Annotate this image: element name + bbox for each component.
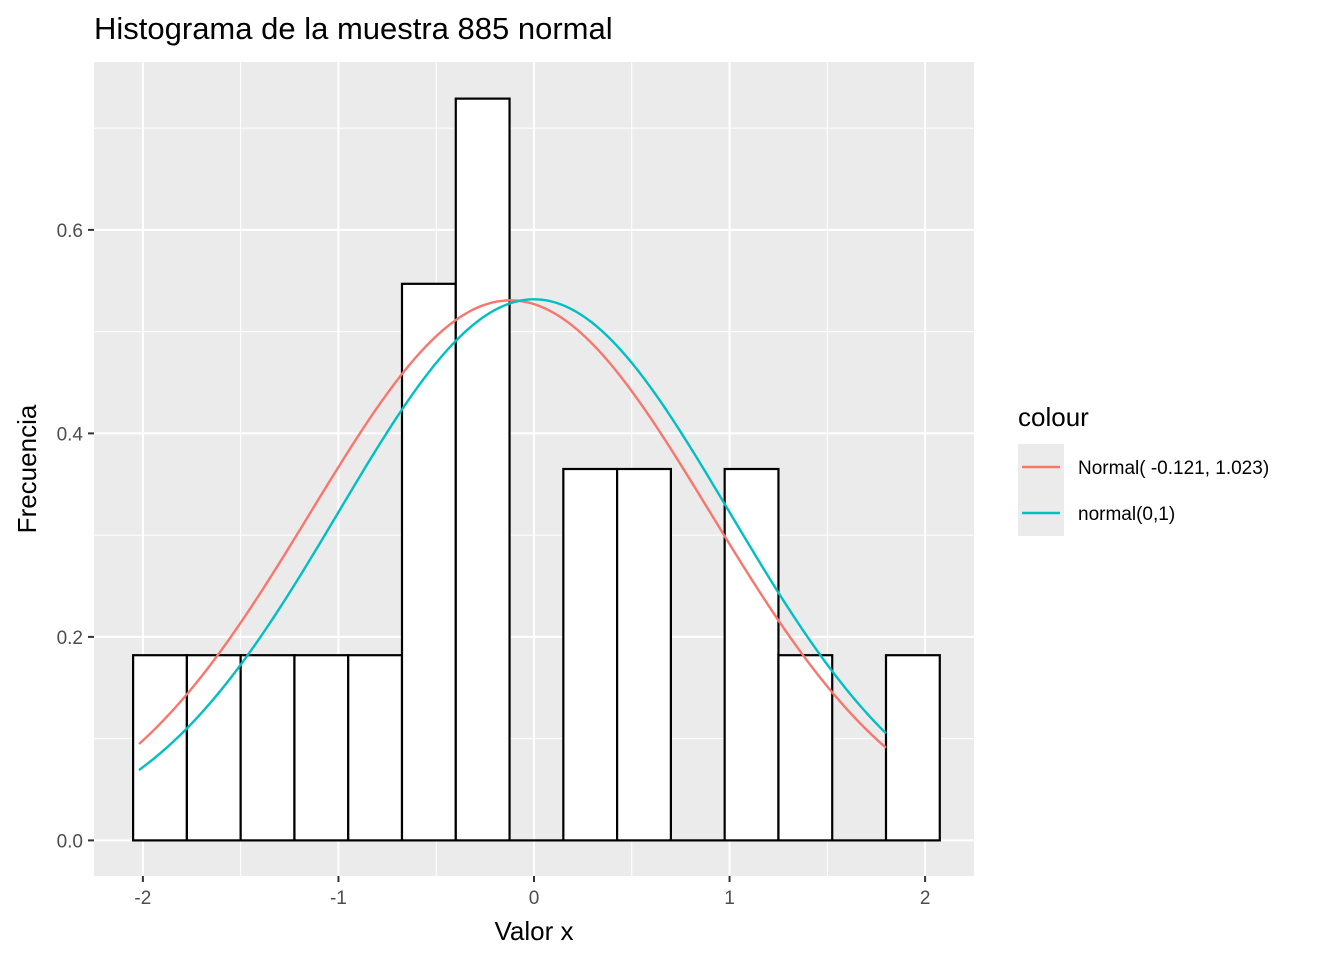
x-axis-title: Valor x: [495, 916, 574, 946]
density-curves: [138, 298, 887, 772]
histogram-bar: [723, 467, 780, 842]
legend-label-normal-standard: normal(0,1): [1078, 504, 1175, 525]
legend-title: colour: [1018, 402, 1089, 432]
histogram-bar: [884, 654, 941, 842]
x-axis-ticks: -2 -1 0 1 2: [134, 876, 930, 909]
histogram-bar: [454, 97, 511, 842]
density-curve-1: [138, 298, 887, 772]
y-axis-title: Frecuencia: [12, 404, 42, 533]
histogram-bar: [777, 654, 834, 842]
x-tick-label: -2: [134, 888, 151, 909]
histogram-bar: [616, 467, 672, 842]
legend: colour Normal( -0.121, 1.023) normal(0,1…: [1018, 402, 1269, 536]
y-tick-label: 0.0: [57, 831, 83, 852]
x-tick-label: 0: [529, 888, 540, 909]
histogram-bars: [132, 97, 941, 842]
histogram-bar: [562, 467, 619, 842]
y-tick-label: 0.2: [57, 628, 83, 649]
histogram-bar: [185, 654, 242, 842]
x-tick-label: 1: [724, 888, 735, 909]
density-curve-0: [138, 299, 887, 749]
legend-label-normal-fitted: Normal( -0.121, 1.023): [1078, 458, 1269, 479]
x-tick-label: -1: [330, 888, 347, 909]
histogram-bar: [132, 654, 188, 842]
histogram-bar: [293, 654, 350, 842]
histogram-bar: [400, 282, 457, 842]
y-tick-label: 0.6: [57, 221, 83, 242]
y-axis-ticks: 0.0 0.2 0.4 0.6: [57, 221, 94, 852]
histogram-bar: [239, 654, 296, 842]
y-tick-label: 0.4: [57, 424, 84, 445]
x-tick-label: 2: [920, 888, 931, 909]
chart-title: Histograma de la muestra 885 normal: [94, 11, 613, 46]
legend-key-background: [1018, 444, 1064, 536]
histogram-bar: [347, 654, 404, 842]
